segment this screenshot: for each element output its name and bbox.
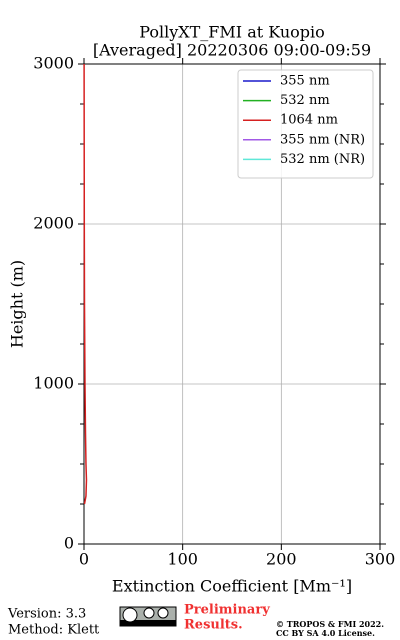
legend-label: 355 nm (NR) [280,132,365,147]
chart-subtitle: [Averaged] 20220306 09:00-09:59 [93,41,371,60]
x-tick-label: 0 [79,550,89,569]
chart-title: PollyXT_FMI at Kuopio [139,23,325,42]
preliminary: Preliminary [184,603,270,618]
y-tick-label: 0 [64,534,74,553]
legend [237,69,374,179]
y-tick-label: 1000 [33,374,74,393]
x-tick-label: 200 [266,550,297,569]
x-tick-label: 300 [365,550,396,569]
version: Version: 3.3 [7,607,86,622]
legend-label: 1064 nm [280,113,338,128]
y-tick-label: 3000 [33,54,74,73]
method: Method: Klett [8,623,100,638]
legend-label: 355 nm [280,74,330,89]
copyright: © TROPOS & FMI 2022. [276,619,384,629]
x-tick-label: 100 [167,550,198,569]
y-axis-label: Height (m) [8,260,27,348]
copyright: CC BY SA 4.0 License. [276,628,375,638]
preliminary: Results. [184,618,243,633]
legend-label: 532 nm (NR) [280,152,365,167]
x-axis-label: Extinction Coefficient [Mm⁻¹] [112,577,352,596]
line [83,63,88,505]
y-tick-label: 2000 [33,214,74,233]
legend-label: 532 nm [280,93,330,108]
cc-logo [119,606,177,627]
